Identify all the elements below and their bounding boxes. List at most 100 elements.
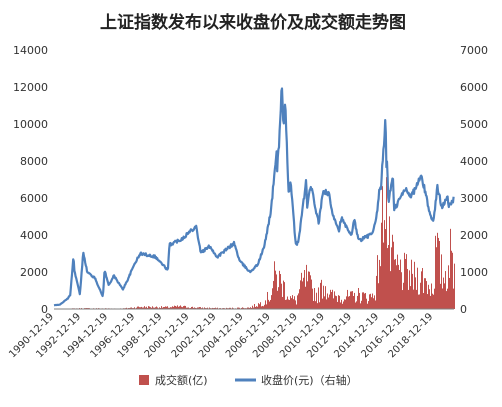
turnover-bar [419, 294, 420, 309]
turnover-bar [357, 296, 358, 309]
turnover-bar [359, 293, 360, 309]
turnover-bar [430, 296, 431, 309]
turnover-bar [386, 177, 387, 309]
turnover-bar [269, 302, 270, 309]
turnover-bar [310, 275, 311, 309]
turnover-bar [391, 247, 392, 309]
turnover-bar [442, 288, 443, 309]
legend-label-close-price: 收盘价(元)（右轴） [261, 373, 358, 387]
turnover-bar [270, 300, 271, 309]
turnover-bar [379, 260, 380, 309]
turnover-bar [321, 280, 322, 309]
turnover-bar [296, 304, 297, 309]
turnover-bar [402, 290, 403, 309]
y-right-tick-label: 0 [460, 303, 467, 316]
turnover-bar [346, 296, 347, 309]
turnover-bar [414, 262, 415, 309]
turnover-bar [258, 303, 259, 309]
turnover-bar [265, 300, 266, 309]
turnover-bar [427, 294, 428, 309]
turnover-bar [177, 305, 178, 309]
turnover-bar [300, 280, 301, 309]
turnover-bar [384, 220, 385, 309]
turnover-bar [404, 253, 405, 309]
turnover-bar [304, 270, 305, 309]
turnover-bar [287, 297, 288, 309]
turnover-bar [423, 293, 424, 309]
turnover-bar [415, 277, 416, 309]
turnover-bar [352, 291, 353, 309]
turnover-bar [439, 241, 440, 309]
turnover-bar [302, 281, 303, 309]
turnover-bar [180, 305, 181, 309]
turnover-bar [394, 260, 395, 309]
turnover-bar [348, 297, 349, 309]
turnover-bar [413, 290, 414, 309]
turnover-bar [284, 282, 285, 309]
turnover-bar [396, 265, 397, 309]
turnover-bar [418, 295, 419, 309]
turnover-bar [365, 293, 366, 309]
turnover-bar [264, 305, 265, 309]
y-right-tick-label: 3000 [460, 192, 488, 205]
turnover-bar [285, 300, 286, 309]
y-left-tick-label: 4000 [20, 229, 48, 242]
turnover-bar [446, 291, 447, 309]
turnover-bar [390, 271, 391, 309]
legend-label-turnover: 成交额(亿) [155, 373, 208, 387]
turnover-bar [388, 245, 389, 309]
turnover-bar [424, 278, 425, 309]
turnover-bar [259, 304, 260, 309]
turnover-bar [395, 259, 396, 309]
turnover-bar [327, 293, 328, 309]
y-right-tick-label: 2000 [460, 229, 488, 242]
turnover-bar [376, 276, 377, 309]
turnover-bar [297, 295, 298, 309]
turnover-bar [289, 300, 290, 309]
turnover-bar [293, 299, 294, 309]
turnover-bar [320, 283, 321, 309]
turnover-bar [409, 270, 410, 309]
turnover-bar [282, 297, 283, 309]
turnover-bar [426, 281, 427, 309]
turnover-bar [345, 300, 346, 309]
turnover-bar [338, 295, 339, 309]
turnover-bar [383, 243, 384, 309]
turnover-bar [281, 284, 282, 309]
turnover-bar [392, 235, 393, 309]
turnover-bar [174, 306, 175, 309]
turnover-bar [453, 289, 454, 309]
turnover-bar [389, 216, 390, 309]
turnover-bar [351, 291, 352, 309]
turnover-bar [298, 293, 299, 309]
y-left-tick-label: 8000 [20, 155, 48, 168]
turnover-bar [315, 301, 316, 309]
turnover-bar [437, 233, 438, 309]
y-left-tick-label: 14000 [13, 44, 48, 57]
turnover-bar [378, 283, 379, 309]
turnover-bar [340, 302, 341, 309]
turnover-bar [260, 302, 261, 309]
turnover-bar [311, 280, 312, 309]
turnover-bar [283, 281, 284, 309]
turnover-bar [342, 304, 343, 309]
turnover-bar [335, 296, 336, 309]
turnover-bar [448, 265, 449, 309]
turnover-bar [387, 248, 388, 309]
turnover-bar [325, 286, 326, 309]
turnover-bar [288, 299, 289, 309]
turnover-bar [377, 255, 378, 309]
turnover-bar [385, 229, 386, 309]
turnover-bar [411, 260, 412, 309]
turnover-bar [440, 284, 441, 309]
turnover-bar [337, 302, 338, 309]
turnover-bar [381, 223, 382, 309]
turnover-bar [343, 301, 344, 309]
turnover-bar [403, 283, 404, 309]
turnover-bar [326, 299, 327, 309]
turnover-bar [290, 296, 291, 309]
turnover-bar [354, 293, 355, 309]
turnover-bar [301, 273, 302, 309]
turnover-bar [445, 271, 446, 309]
turnover-bar [274, 261, 275, 309]
